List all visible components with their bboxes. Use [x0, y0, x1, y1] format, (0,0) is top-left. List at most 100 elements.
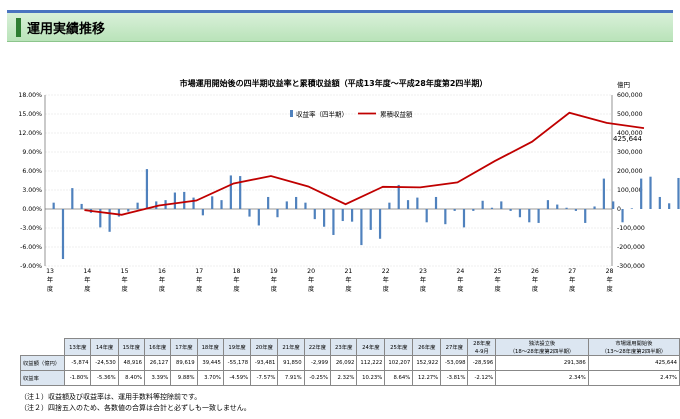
return-bar: [323, 209, 326, 227]
return-bar: [462, 209, 466, 228]
x-tick-label: 24: [456, 268, 464, 275]
y-tick-label: 0.00%: [22, 206, 42, 213]
return-bar: [52, 202, 55, 209]
return-bar: [416, 197, 419, 209]
return-bar: [267, 196, 270, 209]
return-bar: [332, 209, 335, 235]
return-bar: [220, 200, 223, 209]
x-tick-label: 年: [345, 276, 351, 284]
x-tick-label: 度: [47, 285, 53, 293]
x-tick-label: 年: [569, 276, 575, 284]
y2-tick-label: 500,000: [617, 111, 643, 118]
return-bar: [350, 209, 354, 222]
return-bar: [668, 203, 671, 209]
table-cell: 10.23%: [356, 370, 386, 386]
table-cell: 89,619: [170, 355, 198, 371]
x-tick-label: 度: [84, 285, 90, 293]
return-bar: [612, 201, 615, 209]
table-cell: 91,850: [277, 355, 305, 371]
return-bar: [649, 176, 652, 209]
return-bar: [304, 202, 307, 209]
table-cell: -3.81%: [440, 370, 469, 386]
x-tick-label: 23: [419, 268, 427, 275]
table-cell: -93,481: [250, 355, 279, 371]
return-bar: [397, 184, 400, 209]
table-header: 15年度: [117, 338, 146, 356]
return-bar: [425, 209, 428, 223]
table-cell: 2.32%: [330, 370, 358, 386]
x-tick-label: 度: [569, 285, 575, 293]
x-tick-label: 15: [121, 268, 129, 275]
x-tick-label: 年: [457, 276, 463, 284]
table-header: 18年度: [196, 338, 224, 356]
return-bar: [61, 209, 65, 260]
y2-tick-label: 100,000: [617, 187, 643, 194]
x-tick-label: 年: [233, 276, 239, 284]
return-bar: [556, 204, 559, 209]
x-tick-label: 年: [47, 276, 53, 284]
table-cell: 3.39%: [143, 370, 172, 386]
x-tick-label: 年: [159, 276, 165, 284]
return-bar: [406, 200, 410, 209]
return-bar: [239, 176, 242, 209]
y2-tick-label: -200,000: [617, 244, 645, 251]
table-cell: 152,922: [412, 355, 442, 371]
table-header: 28年度 4-9月: [467, 338, 497, 356]
return-bar: [378, 209, 382, 239]
legend-bar-swatch: [290, 110, 293, 117]
return-bar: [434, 196, 438, 209]
x-tick-label: 度: [196, 285, 202, 293]
note-1: （注１）収益額及び収益率は、運用手数料等控除前です。: [20, 393, 202, 401]
x-tick-label: 度: [383, 285, 389, 293]
y2-tick-label: 0: [617, 206, 621, 213]
table-header: 25年度: [384, 338, 414, 356]
table-header: 13年度: [64, 338, 92, 356]
x-tick-label: 度: [233, 285, 239, 293]
table-cell: -5,874: [64, 355, 92, 371]
return-bar: [295, 196, 298, 209]
table-header: 16年度: [143, 338, 172, 356]
x-tick-label: 年: [606, 276, 612, 284]
return-bar: [192, 197, 195, 209]
cumulative-line: [84, 111, 645, 216]
y2-tick-label: 400,000: [617, 130, 643, 137]
return-bar: [602, 178, 605, 209]
return-bar: [388, 202, 391, 209]
return-bar: [621, 209, 624, 223]
legend-line-label: 累積収益額: [380, 110, 413, 119]
y-tick-label: 3.00%: [22, 187, 42, 194]
table-cell: 102,207: [384, 355, 414, 371]
return-bar: [127, 209, 130, 212]
table-row-label: 収益率: [19, 370, 66, 386]
return-bar: [593, 206, 596, 209]
table-header: 17年度: [170, 338, 198, 356]
y2-tick-label: -100,000: [617, 225, 645, 232]
section-header: 運用実績推移: [7, 13, 673, 42]
y2-tick-label: -300,000: [617, 263, 645, 270]
table-header: 24年度: [356, 338, 386, 356]
x-tick-label: 年: [308, 276, 314, 284]
table-cell: 26,127: [143, 355, 172, 371]
return-bar: [136, 202, 139, 209]
y-tick-label: 18.00%: [18, 92, 42, 99]
table-cell: 3.70%: [196, 370, 224, 386]
y-tick-label: 15.00%: [18, 111, 42, 118]
table-header: 20年度: [250, 338, 279, 356]
table-header: 独法設立後 （18～28年度第2四半期）: [495, 338, 589, 356]
return-bar: [71, 188, 74, 209]
x-tick-label: 度: [308, 285, 314, 293]
return-bar: [509, 209, 512, 211]
return-bar: [640, 178, 643, 209]
return-bar: [528, 209, 531, 223]
header-marker: [16, 18, 21, 37]
return-bar: [99, 209, 102, 228]
table-header: 23年度: [330, 338, 358, 356]
table-header: 19年度: [222, 338, 252, 356]
y-tick-label: 12.00%: [18, 130, 42, 137]
cumulative-annotation: 425,644: [613, 135, 642, 143]
x-tick-label: 度: [271, 285, 277, 293]
return-bar: [257, 209, 260, 226]
x-tick-label: 度: [122, 285, 128, 293]
return-bar: [183, 191, 186, 209]
table-cell: -1.80%: [64, 370, 92, 386]
